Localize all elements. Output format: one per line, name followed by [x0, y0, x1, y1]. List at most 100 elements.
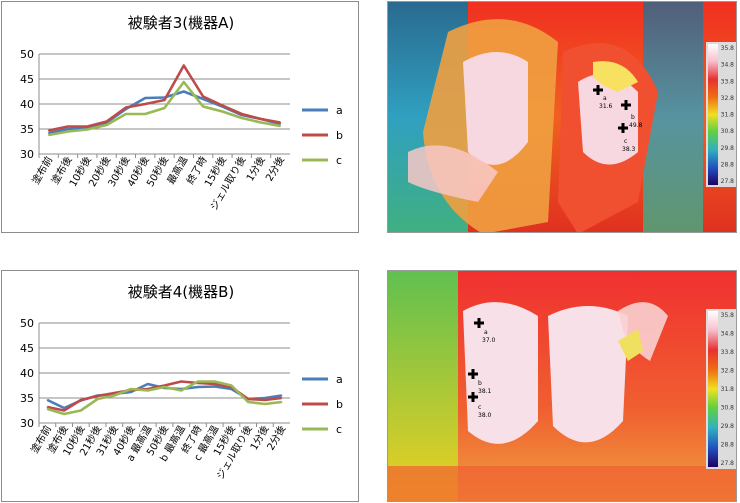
line-chart-subject4: 被験者4(機器B)3035404550塗布前塗布後10秒後21秒後31秒後40秒…	[20, 283, 343, 481]
thermal-scale-label: 27.8	[721, 460, 735, 467]
data-point-b	[47, 129, 50, 132]
chart-subject3: 被験者3(機器A) 30 35 40 45 50 塗布前 塗布後 10秒後 20秒後 30秒後 40秒…	[1, 1, 359, 233]
y-tick-label: 35	[20, 392, 34, 405]
data-point-c	[264, 403, 266, 405]
data-point-a	[146, 383, 149, 385]
data-point-a	[47, 132, 50, 134]
thermal-marker-a-label: a	[603, 95, 607, 102]
y-tick-label: 40	[20, 367, 34, 380]
thermal-marker-c-value: 38.3	[622, 146, 636, 153]
data-point-c	[47, 134, 50, 136]
data-point-b	[180, 380, 183, 383]
thermal-marker-b-label: b	[478, 380, 482, 387]
data-point-c	[247, 401, 249, 403]
y-tick-label: 40	[20, 98, 34, 111]
data-point-c	[183, 81, 185, 83]
thermal-scale-label: 30.8	[721, 405, 735, 412]
y-tick-label: 45	[20, 342, 34, 355]
data-point-a	[280, 394, 283, 397]
thermal-scale-label: 31.8	[721, 112, 735, 119]
thermal-marker-a: a 37.0	[474, 318, 496, 344]
data-point-c	[86, 128, 89, 131]
data-point-c	[144, 113, 146, 115]
thermal-scale-label: 34.8	[721, 331, 735, 338]
thermal-scale-label: 35.8	[721, 312, 735, 319]
thermal-hot-area-left	[463, 52, 528, 165]
data-point-c	[260, 121, 262, 124]
series-line-b	[48, 64, 281, 132]
x-tick-label: 2分後	[262, 154, 286, 183]
data-point-b	[144, 103, 146, 105]
data-point-c	[230, 384, 233, 387]
data-point-a	[67, 128, 69, 130]
line-chart-subject3: 被験者3(機器A)3035404550塗布前塗布後10秒後20秒後30秒後40秒…	[20, 14, 343, 212]
data-point-b	[63, 409, 65, 412]
data-point-b	[202, 95, 204, 98]
thermal-marker-b-label: b	[631, 114, 635, 121]
thermal-scale-label: 29.8	[721, 145, 735, 152]
thermal-scale-label: 33.8	[721, 78, 735, 85]
data-point-c	[67, 130, 69, 133]
thermal-marker-c-label: c	[624, 138, 627, 145]
thermal-hot-area-right	[578, 74, 638, 165]
data-point-c	[113, 394, 116, 397]
data-point-c	[163, 386, 166, 388]
data-point-b	[213, 383, 216, 385]
thermal-hand	[408, 145, 498, 202]
thermal-marker-b-value: 49.8	[629, 122, 643, 129]
data-point-c	[80, 409, 82, 412]
data-point-b	[240, 113, 243, 115]
thermal-device	[618, 329, 643, 361]
data-point-c	[180, 389, 183, 392]
thermal-marker-c: c 38.0	[468, 392, 492, 419]
data-point-a	[197, 386, 199, 388]
thermal-marker-c-label: c	[478, 404, 481, 411]
data-point-c	[105, 124, 108, 126]
thermal-marker-a: a 31.6	[593, 85, 613, 110]
thermal-leg-left-hot	[463, 302, 538, 444]
y-tick-label: 30	[20, 148, 34, 161]
thermal-marker-c: c 38.3	[618, 123, 636, 153]
data-point-c	[221, 110, 224, 113]
data-point-c	[146, 389, 149, 392]
thermal-leg-right-hot	[548, 306, 628, 443]
thermal-marker-b: b 49.8	[621, 100, 643, 129]
thermal-scale-label: 30.8	[721, 128, 735, 135]
legend-label-b: b	[336, 129, 343, 142]
data-point-c	[197, 380, 199, 383]
data-point-b	[125, 106, 127, 109]
data-point-b	[260, 118, 262, 120]
thermal-scale-label: 33.8	[721, 349, 735, 356]
data-point-c	[96, 398, 99, 400]
data-point-b	[183, 64, 185, 67]
data-point-c	[279, 125, 282, 127]
y-tick-label: 35	[20, 123, 34, 136]
y-tick-label: 45	[20, 73, 34, 86]
data-point-b	[86, 125, 89, 128]
data-point-a	[183, 90, 185, 93]
data-point-c	[202, 105, 204, 108]
y-tick-label: 50	[20, 317, 34, 330]
data-point-b	[264, 399, 266, 401]
y-tick-label: 50	[20, 48, 34, 61]
x-tick-label: 1分後	[243, 154, 267, 183]
thermal-lower-region	[388, 466, 736, 501]
thermal-scale-label: 28.8	[721, 161, 735, 168]
data-point-b	[113, 392, 116, 394]
thermal-color-scale	[708, 311, 718, 467]
thermal-marker-a-value: 37.0	[482, 337, 496, 344]
data-point-a	[144, 97, 146, 99]
thermal-scale-label: 27.8	[721, 178, 735, 185]
data-point-b	[105, 120, 108, 123]
data-point-c	[240, 117, 243, 119]
thermal-scale-label: 35.8	[721, 45, 735, 52]
legend-label-a: a	[336, 104, 343, 117]
data-point-b	[80, 399, 82, 401]
legend-label-c: c	[336, 154, 342, 167]
data-point-a	[130, 391, 132, 393]
data-point-a	[46, 399, 49, 401]
thermal-scale-label: 34.8	[721, 62, 735, 69]
thermal-scale-label: 31.8	[721, 386, 735, 393]
thermal-image-subject4: a 37.0 b 38.1 c 38.0 35.8 34.8 33.8 32.8 31.…	[387, 270, 737, 502]
data-point-b	[247, 398, 249, 400]
